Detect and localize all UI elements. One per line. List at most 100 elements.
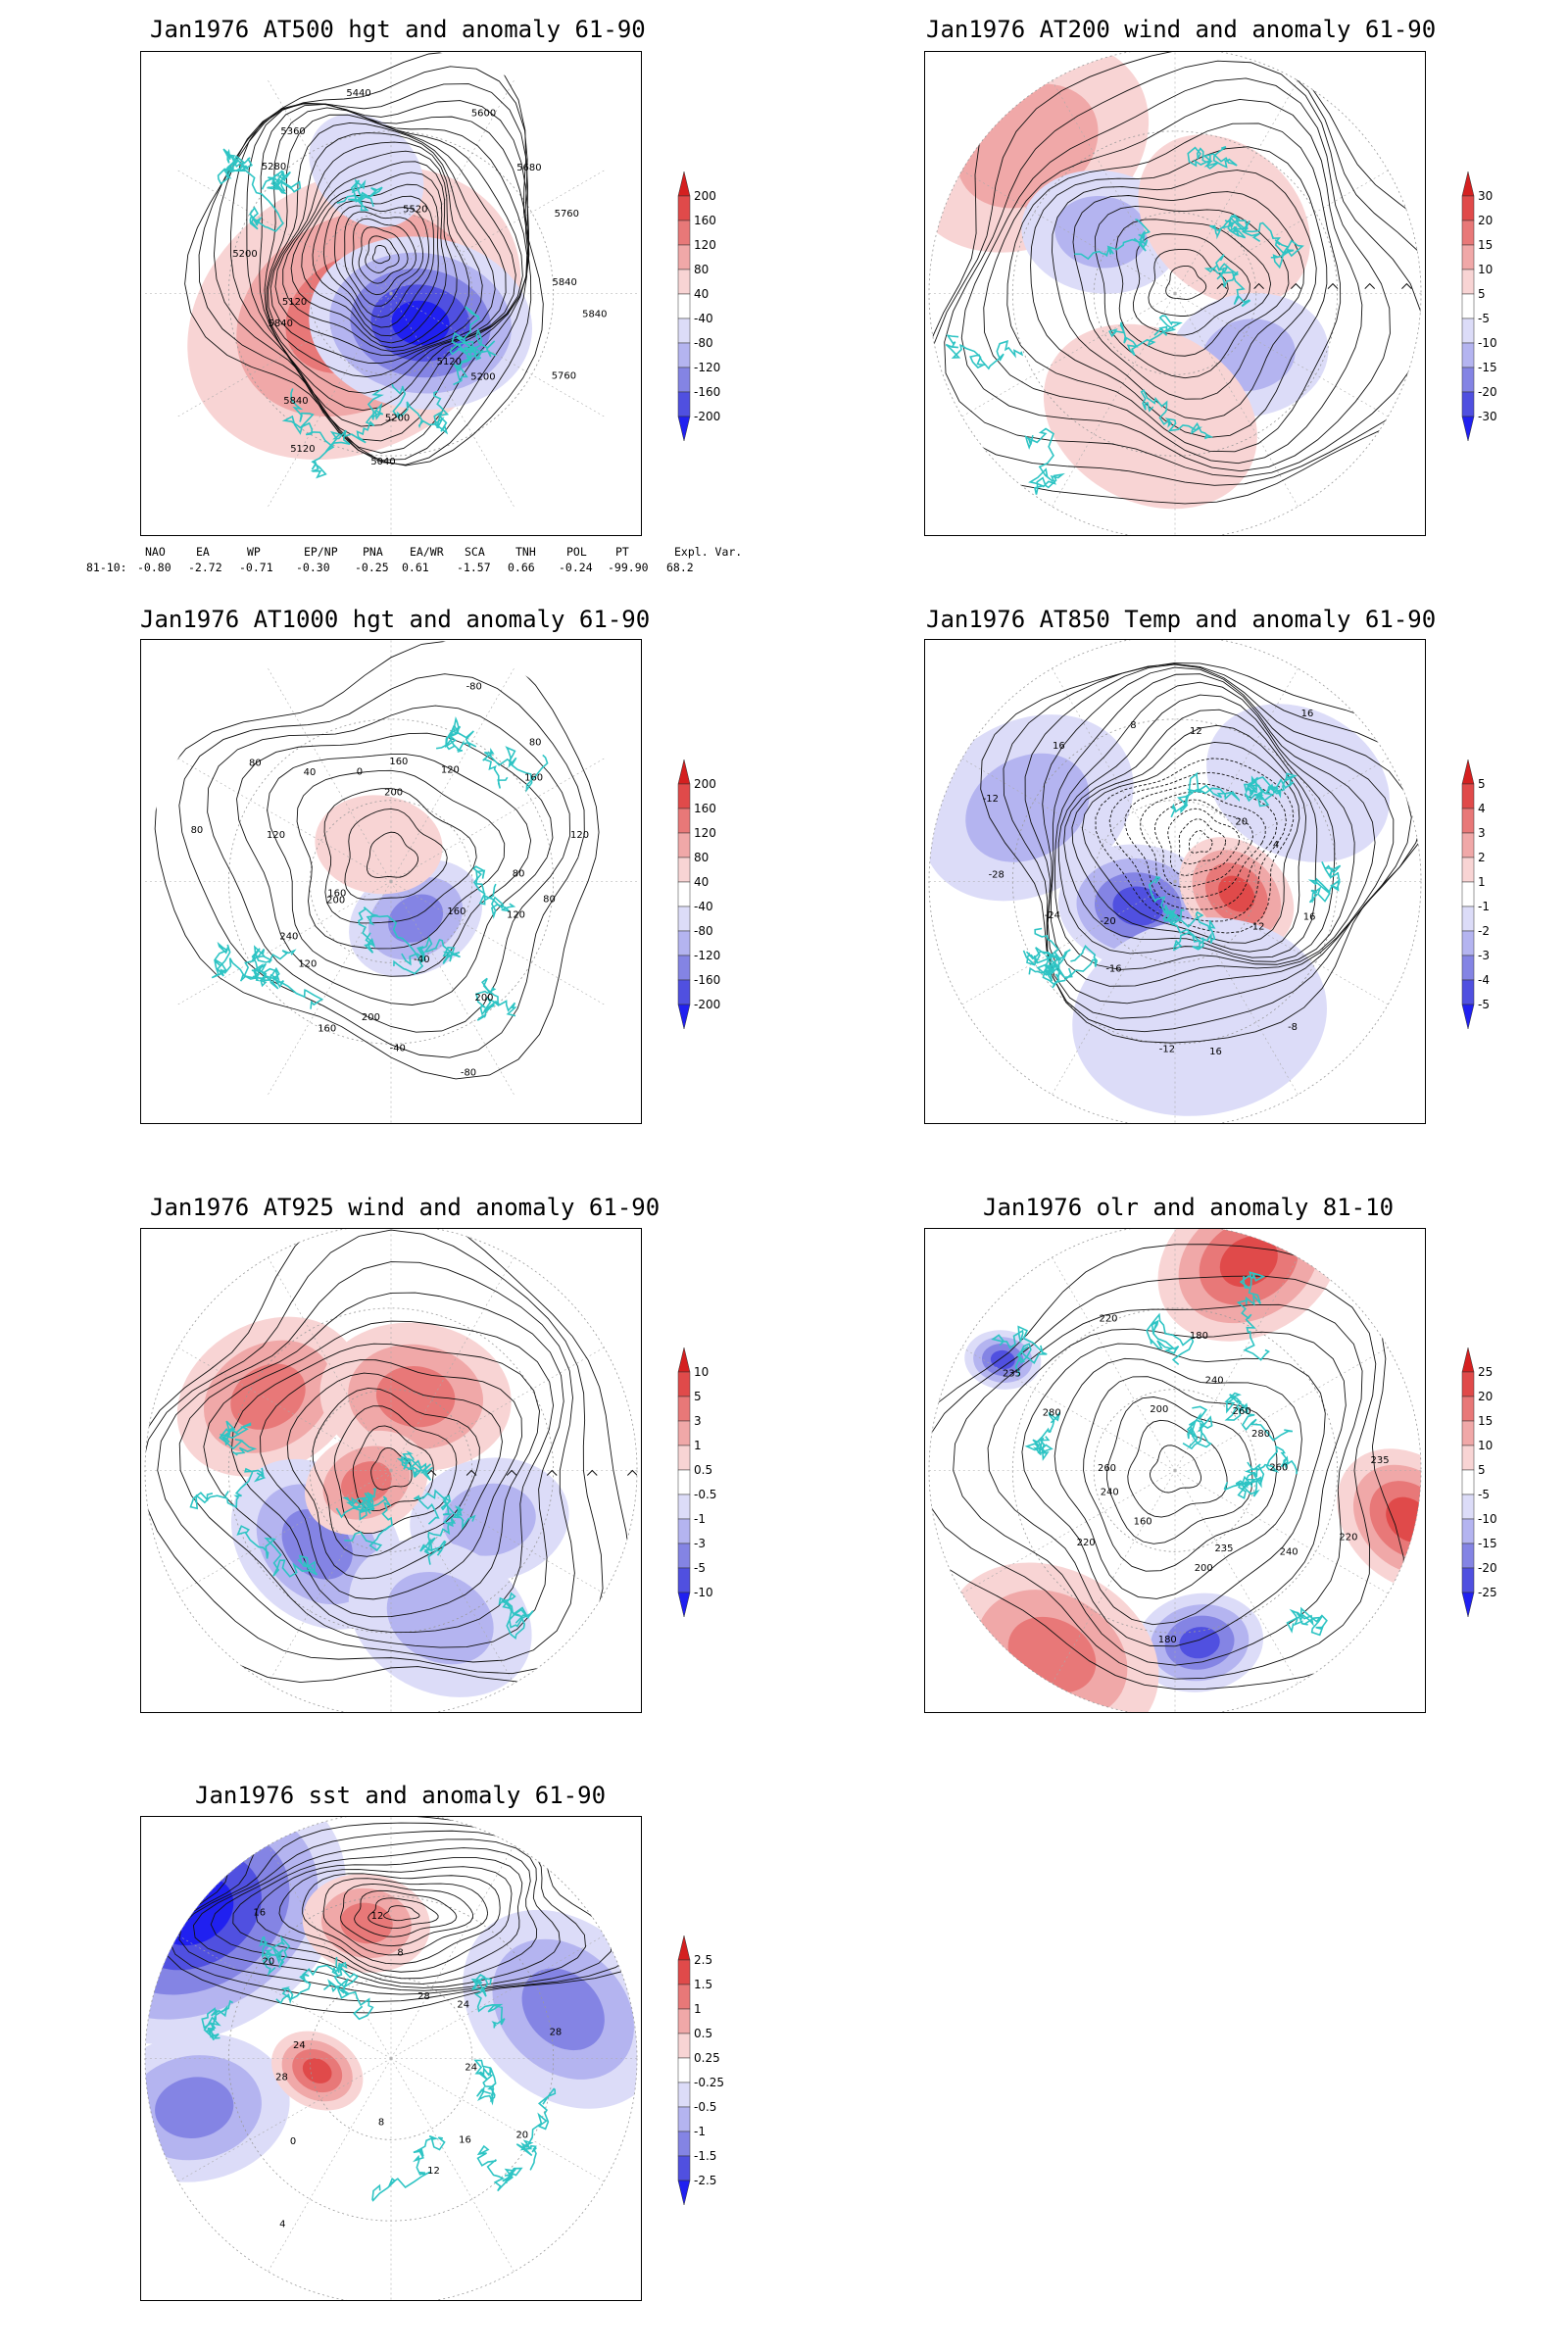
contour-label-p4: -16 — [1105, 963, 1121, 974]
coastline-p2 — [1140, 389, 1213, 440]
index-header-cell: TNH — [515, 545, 536, 559]
colorbar-label-p1: 80 — [694, 263, 709, 276]
colorbar-swatch-p5 — [677, 1396, 691, 1422]
index-header-cell: PNA — [363, 545, 383, 559]
contour-label-p4: 8 — [1130, 720, 1136, 731]
coastline-p4 — [1022, 950, 1064, 986]
contour-line-p1 — [344, 211, 424, 307]
colorbar-swatch-p4 — [1461, 881, 1475, 907]
contour-label-p3: 160 — [327, 889, 346, 900]
colorbar-label-p2: -10 — [1478, 336, 1497, 350]
contour-label-p7: 28 — [417, 1991, 430, 2002]
colorbar-swatch-p3 — [677, 808, 691, 834]
contour-line-p5 — [178, 1292, 564, 1648]
index-header-cell: EA — [196, 545, 210, 559]
contour-line-p4 — [1154, 799, 1254, 888]
colorbar-swatch-p5 — [677, 1592, 691, 1618]
contour-label-p6: 220 — [1099, 1313, 1117, 1324]
contour-label-p1: 5440 — [346, 88, 370, 99]
wind-arrow-p5 — [546, 1469, 558, 1476]
contour-line-p1 — [274, 141, 483, 356]
index-row-label: 81-10: — [86, 561, 127, 574]
coastline-p2 — [1107, 315, 1183, 357]
colorbar-label-p5: -5 — [694, 1561, 706, 1575]
coastline-p1 — [281, 388, 335, 479]
contour-line-p4 — [1024, 663, 1412, 1019]
colorbar-swatch-p6 — [1461, 1592, 1475, 1618]
index-value-cell: -2.72 — [188, 561, 222, 574]
coastline-p4 — [1247, 772, 1298, 799]
contour-line-p4 — [1054, 681, 1355, 970]
colorbar-swatch-p5 — [677, 1420, 691, 1446]
contour-label-p3: 80 — [191, 825, 204, 836]
wind-arrow-p2 — [1364, 282, 1376, 289]
coastline-p6 — [1236, 1271, 1270, 1361]
index-value-cell: -0.80 — [137, 561, 172, 574]
contour-label-p1: 5200 — [385, 413, 410, 423]
wind-arrow-p5 — [586, 1469, 598, 1476]
colorbar-label-p7: -1 — [694, 2125, 706, 2138]
contour-label-p4: 12 — [1190, 726, 1202, 737]
contour-label-p6: 220 — [1077, 1538, 1096, 1548]
colorbar-label-p7: -1.5 — [694, 2149, 716, 2163]
colorbar-swatch-p2 — [1461, 220, 1475, 246]
contour-line-p1 — [365, 235, 400, 273]
contour-line-p4 — [1081, 742, 1300, 944]
colorbar-swatch-p7 — [677, 2008, 691, 2034]
wind-arrow-p5 — [425, 1469, 437, 1476]
coastline-p6 — [1024, 1411, 1061, 1461]
colorbar-p4: 5 4 3 2 1 -1 -2 -3 -4 -5 — [1461, 759, 1531, 1030]
contour-line-p3 — [207, 705, 571, 1033]
contour-label-p7: 28 — [550, 2028, 563, 2038]
contour-label-p3: 160 — [389, 757, 408, 767]
contour-label-p1: 5200 — [232, 249, 257, 260]
contour-label-p7: 16 — [459, 2134, 471, 2145]
map-canvas-p6: 2602202402352001801602202402602802352202… — [928, 1229, 1422, 1712]
colorbar-swatch-p3 — [677, 930, 691, 956]
coastline-p1 — [324, 388, 384, 453]
colorbar-label-p4: -2 — [1478, 924, 1490, 938]
panel-title-p7: Jan1976 sst and anomaly 61-90 — [195, 1782, 607, 1809]
contour-label-p1: 5520 — [403, 205, 427, 216]
index-value-cell: -0.24 — [559, 561, 593, 574]
contour-label-p1: 5760 — [552, 370, 576, 381]
contour-label-p6: 220 — [1339, 1532, 1357, 1543]
map-p1: 5840 5760 5200 5120 5200 5040 5120 5840 5840 5120… — [140, 51, 642, 536]
contour-line-p5 — [333, 1405, 458, 1534]
colorbar-label-p3: -120 — [694, 949, 720, 962]
colorbar-label-p3: 160 — [694, 802, 716, 815]
contour-label-p4: -20 — [1100, 916, 1115, 927]
contour-label-p1: 5840 — [283, 396, 308, 407]
contour-label-p1: 5600 — [471, 109, 496, 120]
coastline-p2 — [1024, 427, 1065, 495]
colorbar-label-p3: 120 — [694, 826, 716, 840]
index-value-cell: -99.90 — [608, 561, 649, 574]
anomaly-shading-p7 — [340, 1902, 393, 1944]
contour-label-p6: 280 — [1043, 1408, 1061, 1419]
contour-label-p1: 5120 — [290, 444, 315, 455]
index-value-cell: 68.2 — [666, 561, 694, 574]
contour-label-p4: 16 — [1053, 741, 1065, 752]
contour-line-p6 — [1127, 1419, 1228, 1518]
wind-arrow-p5 — [626, 1469, 638, 1476]
panel-title-p6: Jan1976 olr and anomaly 81-10 — [983, 1194, 1395, 1221]
contour-label-p3: 160 — [524, 772, 543, 783]
colorbar-label-p5: 5 — [694, 1390, 702, 1403]
colorbar-swatch-p6 — [1461, 1420, 1475, 1446]
contour-line-p6 — [1054, 1357, 1302, 1599]
colorbar-label-p4: 4 — [1478, 802, 1486, 815]
contour-label-p3: -80 — [466, 682, 482, 693]
colorbar-label-p1: -40 — [694, 312, 713, 325]
contour-line-p6 — [1106, 1396, 1253, 1544]
colorbar-label-p2: -15 — [1478, 361, 1497, 374]
contour-line-p4 — [1057, 694, 1336, 962]
contour-line-p2 — [1072, 191, 1304, 400]
colorbar-p6: 25 20 15 10 5 -5 -10 -15 -20 -25 — [1461, 1347, 1531, 1618]
colorbar-p1: 200 160 120 80 40 -40 -80 -120 -160 -200 — [677, 171, 747, 442]
contour-label-p7: 8 — [378, 2117, 384, 2128]
contour-label-p6: 235 — [1371, 1455, 1390, 1466]
colorbar-swatch-p4 — [1461, 906, 1475, 932]
colorbar-label-p5: -10 — [694, 1586, 713, 1599]
colorbar-swatch-p7 — [677, 2033, 691, 2059]
contour-line-p5 — [370, 1446, 413, 1491]
